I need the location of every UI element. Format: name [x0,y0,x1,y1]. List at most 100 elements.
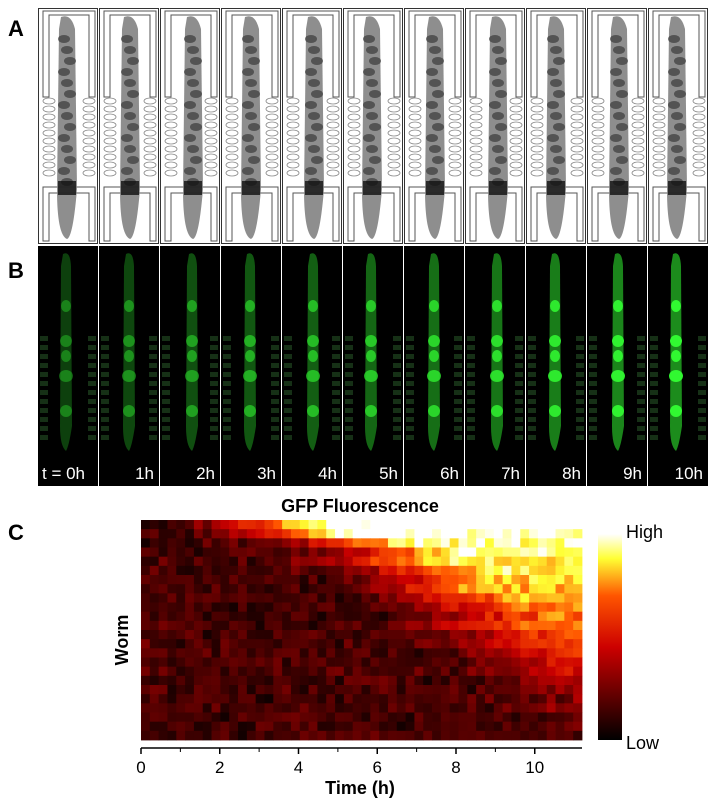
heatmap-cell [493,620,504,631]
heatmap-cell [484,556,495,567]
heatmap-cell [423,520,433,530]
heatmap-cell [282,721,292,732]
heatmap-cell [273,730,283,741]
gfp-frame: 6h [404,246,464,486]
heatmap-cell [379,575,389,585]
heatmap-cell [246,721,257,732]
heatmap-cell [502,712,512,723]
heatmap-cell [149,620,160,631]
heatmap-cell [484,547,495,558]
heatmap-cell [458,694,468,704]
heatmap-cell [405,730,415,741]
heatmap-cell [476,529,486,539]
heatmap-cell [396,593,406,603]
heatmap-cell [484,730,495,741]
heatmap-cell [361,547,371,558]
heatmap-cell [529,556,539,567]
time-label: 10h [674,464,703,483]
heatmap-cell [379,648,389,658]
heatmap-cell [290,620,301,631]
heatmap-cell [432,584,442,594]
heatmap-cell [335,584,345,594]
heatmap-cell [405,639,415,649]
heatmap-cell [282,520,292,530]
heatmap-cell [264,630,274,640]
heatmap-cell [493,694,504,704]
heatmap-cell [246,620,257,631]
heatmap-cell [573,611,583,622]
heatmap-cell [449,602,459,613]
heatmap-cell [520,685,530,695]
heatmap-cell [520,648,530,658]
heatmap-cell [185,703,195,713]
heatmap-cell [511,703,521,713]
heatmap-cell [229,712,239,723]
heatmap-cell [537,657,548,668]
heatmap-cell [361,639,371,649]
heatmap-cell [423,593,433,603]
heatmap-cell [555,730,565,741]
heatmap-cell [141,620,151,631]
heatmap-cell [343,575,354,585]
x-tick-label: 8 [451,758,460,777]
heatmap-cell [423,712,433,723]
heatmap-cell [502,575,512,585]
heatmap-cell [520,529,530,539]
x-tick-label: 6 [373,758,382,777]
heatmap-cell [149,675,160,686]
heatmap-cell [193,639,204,649]
heatmap-cell [149,730,160,741]
heatmap-cell [149,630,160,640]
heatmap-cell [423,694,433,704]
heatmap-cell [370,529,380,539]
heatmap-cell [352,565,362,576]
heatmap-cell [264,529,274,539]
heatmap-cell [370,639,380,649]
heatmap-cell [537,547,548,558]
heatmap-cell [343,639,354,649]
heatmap-cell [141,529,151,539]
heatmap-cell [432,538,442,548]
heatmap-cell [141,556,151,567]
heatmap-cell [370,685,380,695]
heatmap-cell [193,620,204,631]
heatmap-cell [220,593,230,603]
heatmap-cell [141,639,151,649]
heatmap-cell [546,547,556,558]
worm-gfp-image [589,253,645,451]
heatmap-cell [176,602,186,613]
heatmap-cell [167,611,177,622]
heatmap-cell [564,675,574,686]
heatmap-cell [573,584,583,594]
heatmap-cell [185,538,195,548]
heatmap-cell [246,685,257,695]
heatmap-cell [387,611,398,622]
heatmap-cell [167,575,177,585]
heatmap-cell [537,584,548,594]
heatmap-cell [511,666,521,677]
heatmap-cell [493,556,504,567]
heatmap-cell [308,730,318,741]
heatmap-cell [361,584,371,594]
heatmap-cell [343,648,354,658]
heatmap-cell [467,730,477,741]
heatmap-cell [449,730,459,741]
heatmap-cell [308,520,318,530]
heatmap-cell [299,694,309,704]
heatmap-cell [141,593,151,603]
heatmap-cell [141,575,151,585]
heatmap-cell [158,556,168,567]
heatmap-cell [238,685,248,695]
heatmap-cell [193,694,204,704]
heatmap-cell [476,694,486,704]
heatmap-cell [520,538,530,548]
heatmap-cell [317,547,327,558]
heatmap-cell [546,556,556,567]
heatmap-cell [211,657,221,668]
heatmap-cell [220,630,230,640]
heatmap-cell [396,584,406,594]
heatmap-cell [229,520,239,530]
heatmap-cell [414,721,424,732]
heatmap-cell [326,648,336,658]
heatmap-cell [458,611,468,622]
